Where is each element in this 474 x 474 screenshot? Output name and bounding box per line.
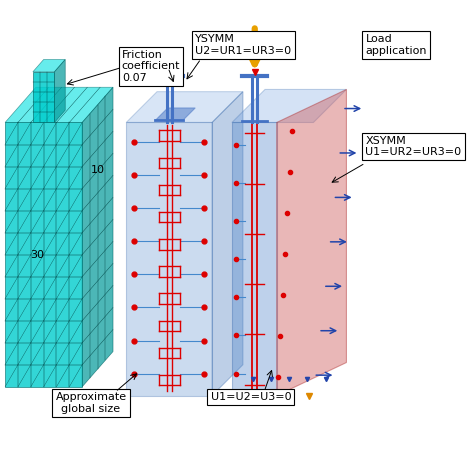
Polygon shape xyxy=(5,87,113,122)
Polygon shape xyxy=(277,90,346,396)
Text: 10: 10 xyxy=(91,165,105,175)
Text: U1=U2=U3=0: U1=U2=U3=0 xyxy=(210,392,291,402)
Polygon shape xyxy=(33,60,65,72)
Text: Friction
coefficient
0.07: Friction coefficient 0.07 xyxy=(122,50,180,83)
Polygon shape xyxy=(55,60,65,122)
Text: Load
application: Load application xyxy=(365,35,427,56)
Polygon shape xyxy=(232,122,277,396)
Text: XSYMM
U1=UR2=UR3=0: XSYMM U1=UR2=UR3=0 xyxy=(365,136,462,157)
Polygon shape xyxy=(126,122,212,396)
Polygon shape xyxy=(33,72,55,122)
Polygon shape xyxy=(212,91,243,396)
Polygon shape xyxy=(232,90,346,122)
Text: YSYMM
U2=UR1=UR3=0: YSYMM U2=UR1=UR3=0 xyxy=(195,35,292,56)
Polygon shape xyxy=(5,122,82,387)
Polygon shape xyxy=(155,108,195,120)
Polygon shape xyxy=(126,91,243,122)
Text: Approximate
global size: Approximate global size xyxy=(55,392,127,414)
Text: 30: 30 xyxy=(30,250,45,260)
Polygon shape xyxy=(82,87,113,387)
